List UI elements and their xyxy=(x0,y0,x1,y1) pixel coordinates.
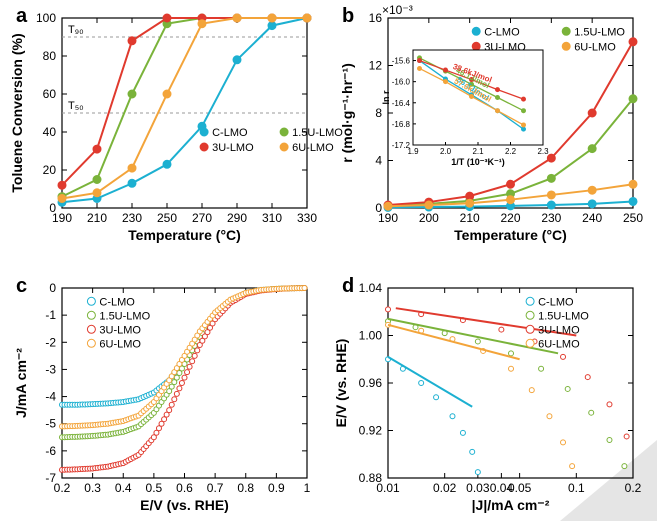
svg-text:2.1: 2.1 xyxy=(472,147,484,156)
svg-text:1: 1 xyxy=(304,481,311,495)
svg-text:2.2: 2.2 xyxy=(505,147,517,156)
svg-text:290: 290 xyxy=(227,211,247,225)
svg-text:0.02: 0.02 xyxy=(433,481,457,495)
svg-text:-4: -4 xyxy=(45,390,56,404)
svg-text:330: 330 xyxy=(297,211,317,225)
svg-text:0.92: 0.92 xyxy=(359,424,383,438)
svg-text:6U-LMO: 6U-LMO xyxy=(292,142,334,154)
svg-text:×10⁻³: ×10⁻³ xyxy=(382,3,413,17)
svg-text:c: c xyxy=(16,275,27,297)
svg-text:2.3: 2.3 xyxy=(537,147,549,156)
svg-text:T₉₀: T₉₀ xyxy=(68,24,84,36)
root-svg: a190210230250270290310330020406080100T₅₀… xyxy=(0,0,657,521)
svg-text:r (mol·g⁻¹·hr⁻¹): r (mol·g⁻¹·hr⁻¹) xyxy=(339,63,355,163)
svg-text:-3: -3 xyxy=(45,362,56,376)
svg-text:Temperature (°C): Temperature (°C) xyxy=(454,227,567,243)
svg-text:250: 250 xyxy=(623,211,643,225)
figure: { "colors": { "C": "#1cb0d1", "1.5U":"#7… xyxy=(0,0,657,521)
svg-text:3U-LMO: 3U-LMO xyxy=(538,324,580,336)
svg-text:0: 0 xyxy=(49,201,56,215)
svg-text:2.0: 2.0 xyxy=(440,147,452,156)
svg-text:Toluene Conversion (%): Toluene Conversion (%) xyxy=(9,33,25,192)
svg-text:1.5U-LMO: 1.5U-LMO xyxy=(292,127,343,139)
svg-text:60: 60 xyxy=(43,87,57,101)
panel-label-a: a xyxy=(16,5,28,27)
svg-text:-15.6: -15.6 xyxy=(392,57,411,66)
svg-text:0: 0 xyxy=(375,201,382,215)
svg-text:210: 210 xyxy=(460,211,480,225)
svg-text:210: 210 xyxy=(87,211,107,225)
svg-text:6U-LMO: 6U-LMO xyxy=(574,41,616,53)
svg-text:20: 20 xyxy=(43,163,57,177)
svg-text:-1: -1 xyxy=(45,308,56,322)
svg-text:4: 4 xyxy=(375,154,382,168)
svg-text:0.1: 0.1 xyxy=(568,481,585,495)
svg-text:C-LMO: C-LMO xyxy=(484,26,520,38)
svg-text:1/T (10⁻³K⁻¹): 1/T (10⁻³K⁻¹) xyxy=(451,157,505,167)
svg-text:250: 250 xyxy=(157,211,177,225)
svg-text:40: 40 xyxy=(43,125,57,139)
svg-text:0.96: 0.96 xyxy=(359,376,383,390)
svg-text:0.9: 0.9 xyxy=(268,481,285,495)
svg-text:-5: -5 xyxy=(45,417,56,431)
svg-text:1.04: 1.04 xyxy=(359,281,383,295)
svg-text:T₅₀: T₅₀ xyxy=(68,100,84,112)
svg-text:1.5U-LMO: 1.5U-LMO xyxy=(538,310,589,322)
svg-text:-16.8: -16.8 xyxy=(392,120,411,129)
svg-text:-16.4: -16.4 xyxy=(392,99,411,108)
svg-text:230: 230 xyxy=(541,211,561,225)
svg-text:220: 220 xyxy=(500,211,520,225)
svg-text:0.5: 0.5 xyxy=(146,481,163,495)
svg-text:6U-LMO: 6U-LMO xyxy=(538,338,580,350)
svg-text:C-LMO: C-LMO xyxy=(99,296,135,308)
svg-text:0.2: 0.2 xyxy=(54,481,71,495)
svg-text:-17.2: -17.2 xyxy=(392,141,411,150)
svg-text:0.6: 0.6 xyxy=(176,481,193,495)
svg-text:0.2: 0.2 xyxy=(625,481,642,495)
svg-text:8: 8 xyxy=(375,106,382,120)
svg-text:0.88: 0.88 xyxy=(359,471,383,485)
svg-text:-7: -7 xyxy=(45,471,56,485)
svg-text:J/mA cm⁻²: J/mA cm⁻² xyxy=(13,348,29,418)
svg-text:C-LMO: C-LMO xyxy=(538,296,574,308)
svg-text:16: 16 xyxy=(369,11,383,25)
svg-text:100: 100 xyxy=(36,11,56,25)
svg-text:-16.0: -16.0 xyxy=(392,78,411,87)
svg-text:240: 240 xyxy=(582,211,602,225)
svg-text:|J|/mA cm⁻²: |J|/mA cm⁻² xyxy=(472,497,550,513)
svg-text:3U-LMO: 3U-LMO xyxy=(99,324,141,336)
svg-text:0.05: 0.05 xyxy=(508,481,532,495)
svg-text:ln r: ln r xyxy=(381,90,391,104)
svg-text:d: d xyxy=(342,275,354,297)
svg-text:0.4: 0.4 xyxy=(115,481,132,495)
svg-text:0.7: 0.7 xyxy=(207,481,224,495)
svg-text:0.8: 0.8 xyxy=(237,481,254,495)
svg-text:310: 310 xyxy=(262,211,282,225)
svg-text:0: 0 xyxy=(49,281,56,295)
svg-text:-2: -2 xyxy=(45,335,56,349)
svg-text:-6: -6 xyxy=(45,444,56,458)
svg-text:1.5U-LMO: 1.5U-LMO xyxy=(574,26,625,38)
svg-text:230: 230 xyxy=(122,211,142,225)
svg-text:80: 80 xyxy=(43,49,57,63)
svg-text:1.5U-LMO: 1.5U-LMO xyxy=(99,310,150,322)
svg-text:200: 200 xyxy=(419,211,439,225)
svg-text:E/V (vs. RHE): E/V (vs. RHE) xyxy=(140,497,229,513)
svg-text:6U-LMO: 6U-LMO xyxy=(99,338,141,350)
svg-text:0.3: 0.3 xyxy=(84,481,101,495)
svg-text:Temperature (°C): Temperature (°C) xyxy=(128,227,241,243)
svg-text:1.00: 1.00 xyxy=(359,329,383,343)
legend: C-LMO 1.5U-LMO 3U-LMO 6U-LMO xyxy=(200,127,343,154)
svg-text:3U-LMO: 3U-LMO xyxy=(212,142,254,154)
svg-text:E/V (vs. RHE): E/V (vs. RHE) xyxy=(333,339,349,428)
svg-text:12: 12 xyxy=(369,59,383,73)
svg-text:C-LMO: C-LMO xyxy=(212,127,248,139)
svg-text:b: b xyxy=(342,5,354,27)
svg-text:270: 270 xyxy=(192,211,212,225)
svg-text:0.03: 0.03 xyxy=(466,481,490,495)
